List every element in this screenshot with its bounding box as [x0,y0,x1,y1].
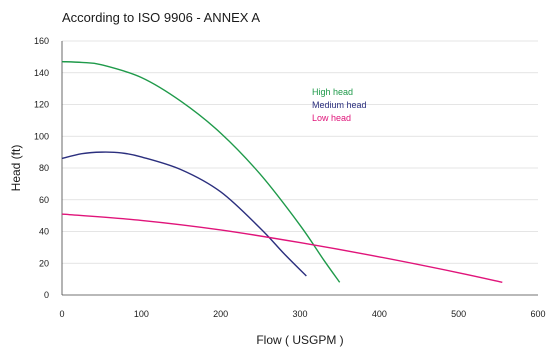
axes [61,41,538,296]
x-tick-label: 500 [451,309,466,319]
grid-lines [62,40,538,264]
y-tick-label: 140 [34,68,49,78]
y-tick-label: 100 [34,131,49,141]
x-tick-label: 600 [530,309,545,319]
y-tick-labels: 0 20 40 60 80 100 120 140 160 [34,36,49,300]
legend: High head Medium head Low head [312,87,367,123]
series-line-high-head [61,60,341,283]
y-tick-label: 40 [39,227,49,237]
y-tick-label: 80 [39,163,49,173]
y-tick-label: 160 [34,36,49,46]
y-tick-label: 120 [34,100,49,110]
y-tick-label: 20 [39,258,49,268]
y-tick-label: 0 [44,290,49,300]
y-tick-label: 60 [39,195,49,205]
x-tick-label: 100 [134,309,149,319]
legend-entry-medium-head: Medium head [312,100,367,110]
x-tick-label: 300 [292,309,307,319]
series-lines [61,60,503,283]
x-tick-label: 400 [372,309,387,319]
x-tick-label: 200 [213,309,228,319]
chart-title: According to ISO 9906 - ANNEX A [62,10,260,25]
x-tick-labels: 0 100 200 300 400 500 600 [59,309,545,319]
series-line-low-head [61,213,503,283]
legend-entry-low-head: Low head [312,113,351,123]
legend-entry-high-head: High head [312,87,353,97]
x-axis-label: Flow ( USGPM ) [256,333,343,347]
y-axis-label: Head (ft) [9,145,23,192]
x-tick-label: 0 [59,309,64,319]
series-line-medium-head [61,151,307,277]
